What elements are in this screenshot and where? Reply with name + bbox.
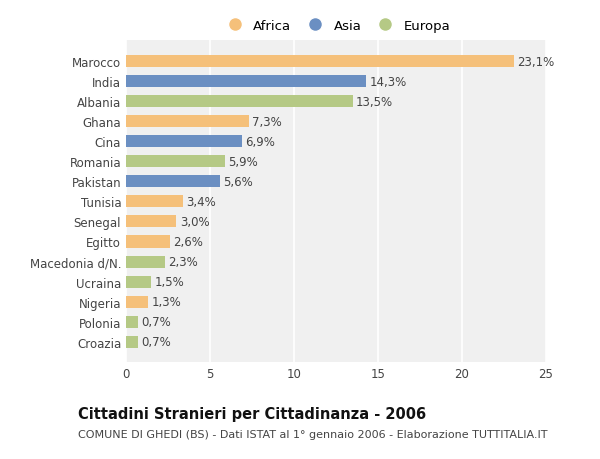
Text: 3,4%: 3,4% (187, 196, 216, 208)
Text: 5,6%: 5,6% (223, 175, 253, 189)
Bar (126, 96, 353, 108)
Bar (126, 336, 138, 348)
Text: Cittadini Stranieri per Cittadinanza - 2006: Cittadini Stranieri per Cittadinanza - 2… (78, 406, 426, 421)
Bar (126, 236, 170, 248)
Bar (126, 276, 151, 288)
Bar (126, 196, 183, 208)
Bar (126, 216, 176, 228)
Text: 0,7%: 0,7% (141, 336, 171, 348)
Bar (126, 76, 366, 88)
Text: 1,3%: 1,3% (151, 296, 181, 308)
Bar (126, 156, 225, 168)
Text: 0,7%: 0,7% (141, 315, 171, 329)
Bar (126, 136, 242, 148)
Bar (126, 256, 164, 268)
Bar (126, 296, 148, 308)
Text: 14,3%: 14,3% (370, 75, 407, 89)
Bar (126, 56, 514, 68)
Bar (126, 316, 138, 328)
Legend: Africa, Asia, Europa: Africa, Asia, Europa (218, 16, 454, 37)
Text: 7,3%: 7,3% (252, 116, 282, 129)
Text: 2,6%: 2,6% (173, 235, 203, 248)
Text: 23,1%: 23,1% (517, 56, 554, 68)
Text: COMUNE DI GHEDI (BS) - Dati ISTAT al 1° gennaio 2006 - Elaborazione TUTTITALIA.I: COMUNE DI GHEDI (BS) - Dati ISTAT al 1° … (78, 429, 548, 439)
Text: 1,5%: 1,5% (155, 275, 184, 288)
Bar (126, 176, 220, 188)
Text: 2,3%: 2,3% (168, 256, 198, 269)
Text: 13,5%: 13,5% (356, 95, 393, 108)
Text: 6,9%: 6,9% (245, 135, 275, 148)
Text: 5,9%: 5,9% (229, 156, 258, 168)
Bar (126, 116, 248, 128)
Text: 3,0%: 3,0% (180, 215, 209, 229)
